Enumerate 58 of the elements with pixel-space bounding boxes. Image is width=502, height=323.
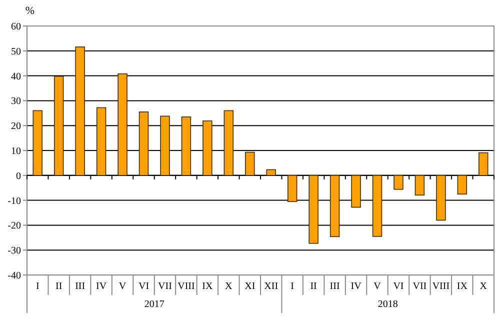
bar: [457, 175, 468, 194]
bar: [414, 175, 425, 196]
y-tick-label: 40: [11, 71, 21, 82]
x-tick-label: I: [36, 281, 40, 292]
y-tick-label: -20: [8, 220, 21, 232]
x-tick-label: VIII: [178, 281, 195, 292]
bar: [394, 175, 404, 190]
x-tick-label: XI: [244, 281, 256, 292]
x-tick-label: VII: [158, 281, 172, 292]
y-tick-label: 10: [11, 146, 21, 157]
x-tick-label: I: [290, 281, 294, 292]
x-tick-label: XII: [264, 281, 278, 292]
y-axis-title: %: [25, 5, 35, 17]
x-tick-label: IX: [456, 281, 468, 292]
x-tick-label: VIII: [432, 281, 450, 292]
x-tick-label: II: [310, 281, 317, 292]
x-tick-label: III: [330, 281, 340, 292]
bar: [160, 116, 170, 176]
x-tick-label: VI: [138, 281, 150, 292]
x-tick-label: IV: [96, 281, 108, 292]
x-tick-label: IV: [350, 281, 362, 292]
bar: [224, 110, 234, 176]
x-tick-label: X: [225, 281, 234, 292]
x-tick-label: VII: [412, 281, 427, 292]
bar: [478, 152, 488, 176]
bar: [245, 152, 255, 176]
y-tick-label: 30: [11, 96, 21, 108]
x-tick-label: V: [118, 281, 127, 292]
bar: [287, 175, 298, 202]
bar: [436, 175, 446, 221]
bar: [138, 112, 149, 176]
y-tick-label: -40: [8, 270, 21, 282]
text: 2018: [378, 299, 398, 310]
bar: [118, 73, 128, 176]
y-tick-label: 50: [11, 46, 21, 58]
y-tick-label: -10: [8, 196, 21, 207]
x-tick-label: IX: [202, 281, 214, 292]
y-tick-label: 0: [16, 170, 21, 182]
x-tick-label: VI: [393, 281, 404, 292]
x-tick-label: III: [75, 281, 86, 292]
bar: [330, 175, 340, 238]
bar: [96, 107, 106, 176]
x-tick-label: X: [480, 281, 488, 292]
bar: [75, 46, 85, 176]
y-tick-label: -30: [8, 246, 21, 257]
bar: [181, 116, 192, 176]
x-tick-label: II: [56, 281, 62, 292]
bar: [372, 175, 382, 237]
y-tick-label: 60: [11, 22, 21, 32]
bar: [308, 175, 318, 244]
x-tick-label: V: [374, 281, 382, 292]
y-tick-label: 20: [11, 121, 21, 132]
bar: [202, 120, 212, 176]
bar: [351, 175, 361, 208]
text: 2017: [144, 299, 164, 310]
bar: [266, 169, 276, 176]
bar: [32, 110, 42, 176]
bar: [54, 76, 64, 176]
